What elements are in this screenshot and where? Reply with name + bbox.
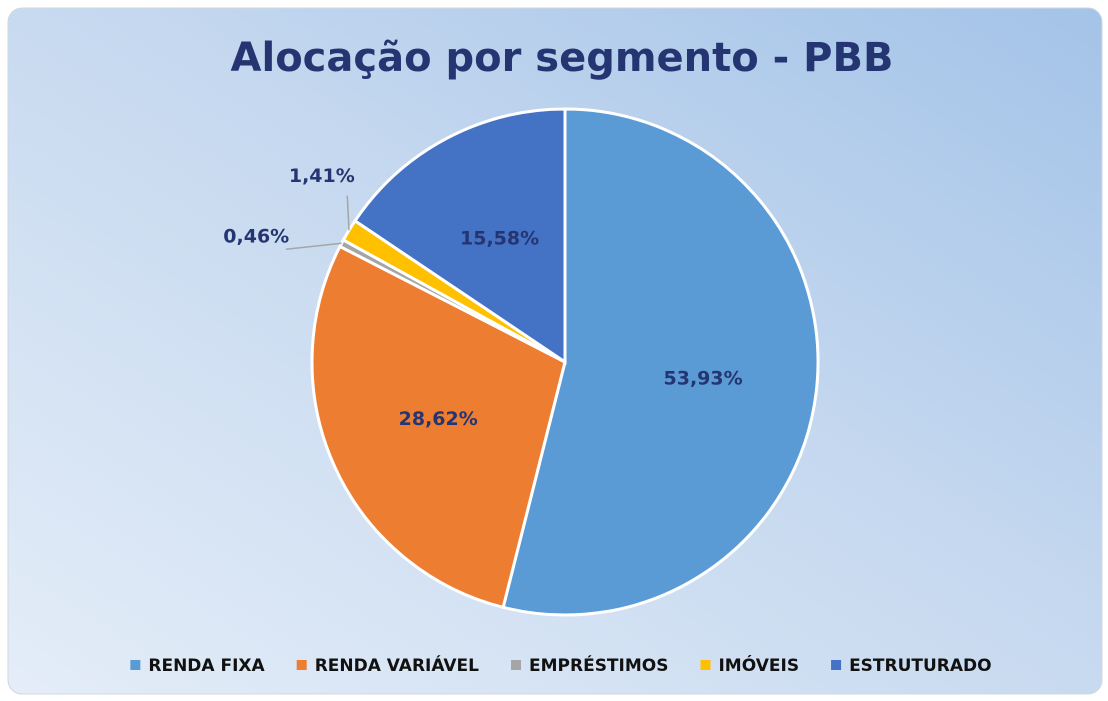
legend-swatch	[296, 660, 307, 670]
leader-line	[285, 242, 342, 250]
data-label: 1,41%	[289, 165, 355, 187]
legend-swatch	[831, 660, 842, 670]
data-label: 0,46%	[223, 226, 289, 248]
legend-swatch	[511, 660, 522, 670]
data-label: 53,93%	[664, 368, 743, 390]
data-label: 28,62%	[399, 408, 478, 430]
legend-swatch	[130, 660, 141, 670]
data-label: 15,58%	[460, 228, 539, 250]
leader-line	[346, 195, 350, 231]
legend-label: RENDA VARIÁVEL	[315, 654, 479, 676]
legend-label: IMÓVEIS	[718, 654, 799, 676]
legend-label: RENDA FIXA	[148, 656, 265, 676]
pie-slice	[352, 107, 567, 365]
legend-label: ESTRUTURADO	[849, 656, 992, 676]
legend: RENDA FIXA RENDA VARIÁVEL EMPRÉSTIMOS IMÓVE…	[130, 654, 992, 676]
chart-title: Alocação por segmento - PBB	[231, 35, 894, 81]
pie: 53,93% 28,62% 15,58% 0,46% 1,41%	[223, 107, 820, 617]
pie-slice	[310, 244, 567, 610]
legend-label: EMPRÉSTIMOS	[529, 654, 668, 676]
legend-swatch	[700, 660, 711, 670]
pie-slice	[501, 107, 820, 617]
